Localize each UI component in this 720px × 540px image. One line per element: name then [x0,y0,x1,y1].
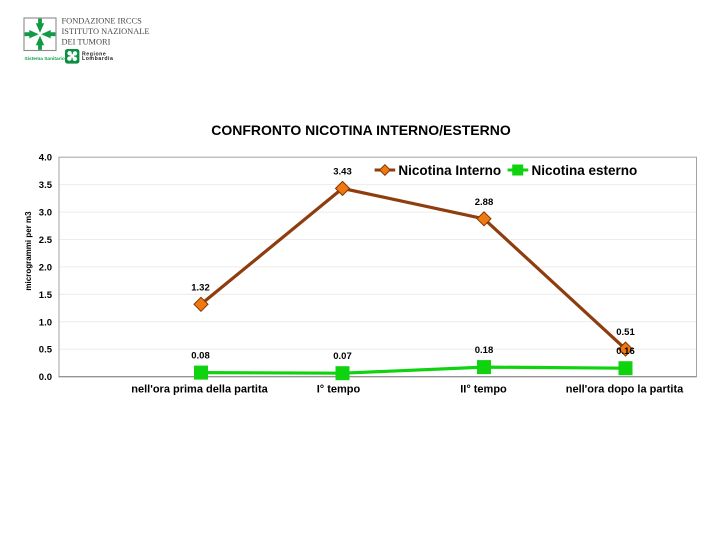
svg-text:Sistema Sanitario: Sistema Sanitario [25,56,65,62]
svg-text:DEI TUMORI: DEI TUMORI [62,37,111,46]
svg-text:ISTITUTO NAZIONALE: ISTITUTO NAZIONALE [62,27,150,36]
svg-text:nell'ora prima della partita: nell'ora prima della partita [131,383,268,395]
svg-text:3.0: 3.0 [39,208,52,219]
svg-text:3.43: 3.43 [333,166,352,177]
svg-text:1.5: 1.5 [39,290,53,301]
svg-text:1.0: 1.0 [39,317,52,328]
svg-text:2.5: 2.5 [39,235,53,246]
svg-text:3.5: 3.5 [39,180,53,191]
svg-text:Lombardia: Lombardia [82,56,113,62]
svg-text:FONDAZIONE IRCCS: FONDAZIONE IRCCS [62,16,143,25]
svg-text:2.88: 2.88 [475,197,494,208]
svg-text:nell'ora dopo la partita: nell'ora dopo la partita [566,383,684,395]
svg-text:2.0: 2.0 [39,262,52,273]
svg-text:4.0: 4.0 [39,153,52,164]
svg-text:0.08: 0.08 [191,351,210,362]
svg-text:0.18: 0.18 [475,345,494,356]
svg-text:0.51: 0.51 [616,327,635,338]
svg-text:CONFRONTO NICOTINA INTERNO/EST: CONFRONTO NICOTINA INTERNO/ESTERNO [211,122,511,138]
svg-text:0.5: 0.5 [39,345,53,356]
svg-text:0.16: 0.16 [616,346,635,357]
svg-text:0.07: 0.07 [333,351,352,362]
svg-text:1.32: 1.32 [191,282,210,293]
svg-text:Regione: Regione [82,51,106,57]
svg-text:II° tempo: II° tempo [460,383,507,395]
svg-text:Nicotina esterno: Nicotina esterno [532,163,638,178]
svg-text:microgrammi per m3: microgrammi per m3 [24,211,33,291]
svg-text:0.0: 0.0 [39,372,52,383]
svg-text:I° tempo: I° tempo [317,383,361,395]
svg-text:Nicotina Interno: Nicotina Interno [398,163,501,178]
